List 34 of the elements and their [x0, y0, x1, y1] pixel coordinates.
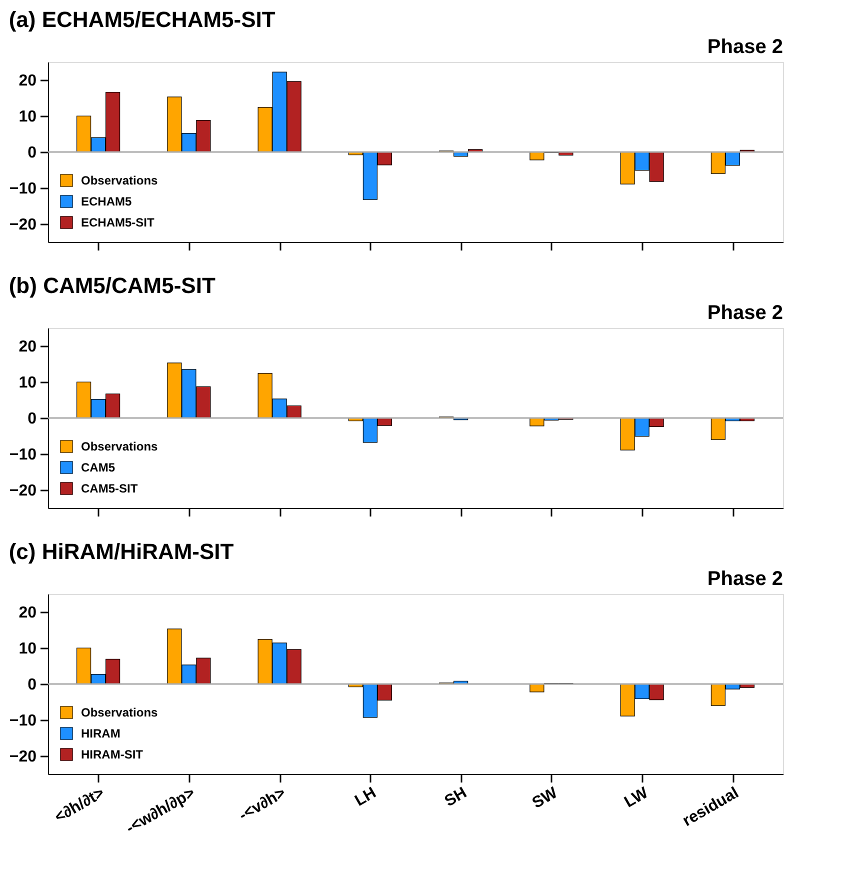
chart-subtitle: Phase 2 [707, 568, 783, 590]
legend-label: CAM5 [81, 460, 116, 474]
x-tick-label: LW [622, 784, 652, 812]
y-tick-label: 0 [28, 410, 37, 428]
y-tick-label: 20 [18, 604, 37, 622]
chart-title: (a) ECHAM5/ECHAM5-SIT [8, 7, 276, 32]
y-tick-label: −20 [9, 216, 37, 234]
legend-label: HIRAM-SIT [81, 748, 144, 762]
legend-label: ECHAM5-SIT [81, 216, 156, 230]
y-tick-label: 20 [18, 338, 37, 356]
x-tick-label: SW [530, 784, 562, 812]
y-tick-label: 10 [18, 640, 37, 658]
x-tick-label: LH [352, 784, 380, 810]
y-tick-label: 0 [28, 676, 37, 694]
legend-label: Observations [81, 440, 158, 454]
chart-title: (b) CAM5/CAM5-SIT [8, 273, 216, 298]
chart-title: (c) HiRAM/HiRAM-SIT [8, 539, 234, 564]
y-tick-label: −20 [9, 748, 37, 766]
legend-label: Observations [81, 174, 158, 188]
y-tick-label: −10 [9, 712, 37, 730]
x-tick-label: SH [442, 784, 470, 810]
y-tick-label: −20 [9, 482, 37, 500]
legend-label: ECHAM5 [81, 194, 132, 208]
y-tick-label: −10 [9, 446, 37, 464]
y-tick-label: 0 [28, 144, 37, 162]
legend-label: HIRAM [81, 726, 120, 740]
y-tick-label: 20 [18, 72, 37, 90]
chart-subtitle: Phase 2 [707, 302, 783, 324]
chart-subtitle: Phase 2 [707, 36, 783, 58]
legend-label: Observations [81, 706, 158, 720]
legend-label: CAM5-SIT [81, 482, 138, 496]
y-tick-label: 10 [18, 108, 37, 126]
y-tick-label: 10 [18, 374, 37, 392]
y-tick-label: −10 [9, 180, 37, 198]
